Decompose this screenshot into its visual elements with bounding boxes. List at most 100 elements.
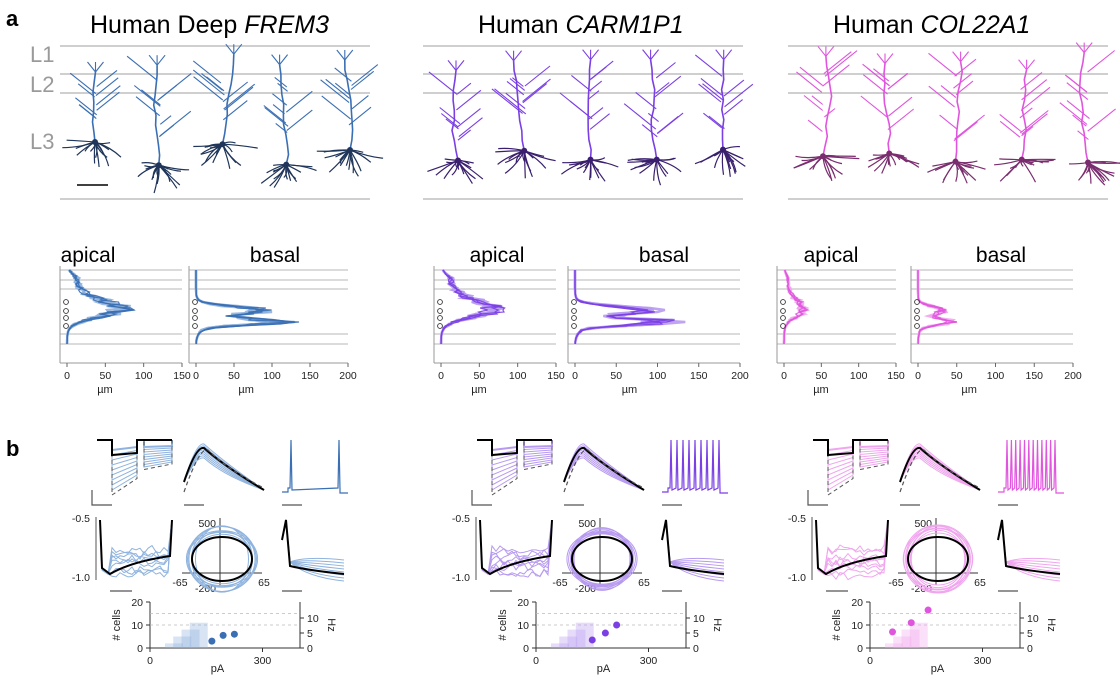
decay-trace — [997, 519, 1061, 564]
apical-branch — [589, 113, 610, 130]
apical-branch — [1064, 74, 1088, 93]
soma — [886, 150, 893, 157]
ap-mean — [899, 446, 981, 491]
apical-tuft — [95, 61, 104, 73]
apical-branch — [635, 91, 657, 110]
y2-tick-label: 5 — [693, 628, 699, 640]
y-tick-label: -1.0 — [452, 572, 470, 584]
apical-dendrite — [91, 71, 97, 143]
sag-trace — [815, 519, 889, 575]
depth-profile-col22a1: apical basal 0 50 100 150 µm 0 50 100 150 200 µm — [776, 244, 1082, 396]
layer-label-l3: L3 — [30, 129, 54, 154]
apical-branch — [286, 109, 313, 132]
apical-branch — [193, 76, 224, 101]
basal-histogram: 0 50 100 150 200 µm — [188, 266, 357, 396]
apical-branch — [135, 96, 161, 117]
sweep-mean — [813, 439, 888, 457]
sag-trace — [815, 519, 889, 575]
basal-title: basal — [639, 244, 689, 267]
apical-branch — [439, 107, 461, 125]
apical-branch — [887, 73, 908, 90]
x-tick-label: 300 — [974, 655, 992, 667]
apical-branch — [1066, 82, 1089, 101]
apical-branch — [69, 72, 97, 95]
count-bar — [575, 622, 594, 648]
apical-dendrite — [152, 65, 161, 166]
apical-branch — [223, 83, 256, 110]
apical-branch — [95, 85, 121, 106]
basal-dendrite — [656, 159, 682, 173]
sag-trace — [815, 519, 889, 581]
x-axis-label: µm — [813, 384, 829, 396]
apical-dendrite — [512, 60, 526, 151]
soma-depth-marker — [437, 299, 443, 305]
apical-branch — [823, 51, 852, 75]
apical-tuft — [952, 51, 962, 62]
apical-branch — [524, 65, 551, 87]
x-tick-label: 0 — [915, 370, 921, 382]
apical-branch — [491, 88, 523, 114]
basal-dendrite — [631, 158, 657, 161]
y-tick-label: -0.5 — [788, 513, 806, 525]
apical-dendrite — [1078, 52, 1089, 163]
ap-trace — [563, 455, 645, 491]
x-tick-label: 300 — [640, 655, 658, 667]
apical-branch — [811, 95, 824, 105]
x-tick-label: 0 — [781, 370, 787, 382]
apical-tuft — [723, 49, 733, 61]
soma — [952, 158, 959, 165]
apical-branch — [192, 60, 222, 84]
column-title-gene: FREM3 — [244, 11, 329, 39]
apical-branch — [954, 58, 977, 77]
apical-tuft — [455, 60, 465, 71]
ap-mean — [563, 446, 645, 491]
apical-branch — [1087, 50, 1116, 73]
x-tick-label: 200 — [339, 370, 357, 382]
apical-branch — [96, 91, 120, 111]
soma-depth-marker — [914, 299, 920, 305]
sag-trace — [99, 519, 173, 575]
apical-branch — [954, 114, 985, 140]
apical-branch — [456, 108, 481, 129]
x-axis-label: pA — [211, 663, 225, 675]
x-tick-label: 100 — [987, 370, 1005, 382]
apical-title: apical — [470, 244, 525, 267]
data-point — [613, 621, 621, 629]
apical-tuft — [344, 49, 354, 61]
apical-branch — [428, 71, 458, 96]
sag-trace — [99, 519, 173, 575]
phase-loop — [566, 530, 638, 588]
sag-mean — [479, 519, 553, 576]
soma — [283, 161, 290, 168]
count-bar — [559, 636, 578, 648]
histogram-trace — [195, 270, 300, 345]
y2-tick-label: 0 — [1027, 643, 1033, 655]
sag-trace — [99, 519, 173, 575]
morphology-group-frem3 — [60, 43, 384, 200]
y2-axis-label: Hz — [1045, 618, 1057, 631]
apical-dendrite — [720, 59, 725, 150]
decay-trace — [281, 519, 345, 564]
data-point — [924, 606, 932, 614]
data-point — [588, 636, 596, 644]
data-point — [889, 628, 896, 636]
soma — [587, 156, 594, 163]
apical-branch — [95, 77, 119, 97]
phase-loop — [191, 530, 253, 588]
apical-branch — [953, 121, 978, 142]
data-point — [601, 629, 609, 637]
y-tick-label: 20 — [131, 597, 143, 609]
phase-x-tick-label: -65 — [888, 577, 903, 589]
apical-tuft — [582, 49, 592, 61]
spike-train — [998, 439, 1064, 494]
apical-branch — [206, 76, 225, 92]
decay-trace — [997, 519, 1061, 582]
phase-y-tick-label: 500 — [578, 518, 596, 530]
apical-branch — [822, 64, 850, 87]
x-tick-label: 100 — [850, 370, 868, 382]
scale-bar — [471, 490, 492, 506]
apical-tuft — [447, 60, 457, 71]
apical-branch — [457, 129, 472, 141]
